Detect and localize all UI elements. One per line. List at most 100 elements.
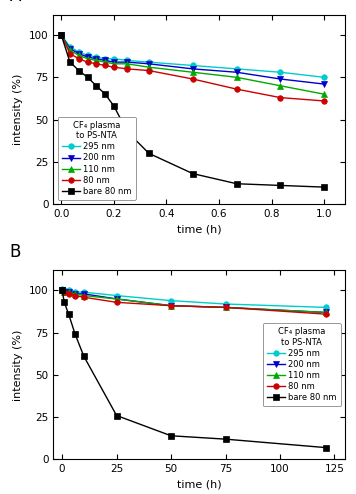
- 295 nm: [324, 304, 328, 310]
- bare 80 nm: [147, 150, 151, 156]
- X-axis label: time (h): time (h): [177, 480, 222, 490]
- 110 nm: [223, 304, 227, 310]
- 200 nm: [278, 76, 283, 82]
- 110 nm: [114, 296, 119, 302]
- 110 nm: [82, 292, 86, 298]
- Text: B: B: [10, 243, 21, 261]
- bare 80 nm: [235, 181, 239, 187]
- Y-axis label: intensity (%): intensity (%): [14, 74, 23, 145]
- 295 nm: [85, 52, 90, 58]
- 110 nm: [278, 83, 283, 89]
- 295 nm: [114, 292, 119, 298]
- Line: 295 nm: 295 nm: [59, 286, 329, 310]
- 110 nm: [68, 47, 72, 53]
- 110 nm: [169, 303, 173, 309]
- 200 nm: [59, 32, 63, 38]
- 200 nm: [324, 310, 328, 316]
- bare 80 nm: [112, 103, 116, 109]
- 80 nm: [77, 56, 81, 62]
- 110 nm: [324, 310, 328, 316]
- 80 nm: [125, 66, 129, 72]
- 110 nm: [77, 52, 81, 58]
- 295 nm: [169, 298, 173, 304]
- 200 nm: [322, 81, 326, 87]
- 80 nm: [67, 291, 71, 297]
- bare 80 nm: [94, 83, 98, 89]
- 80 nm: [324, 311, 328, 317]
- 200 nm: [68, 45, 72, 51]
- 295 nm: [94, 54, 98, 60]
- Line: 80 nm: 80 nm: [58, 32, 327, 104]
- 295 nm: [322, 75, 326, 81]
- 200 nm: [169, 303, 173, 309]
- Line: 80 nm: 80 nm: [59, 288, 329, 317]
- 200 nm: [114, 296, 119, 302]
- 295 nm: [235, 66, 239, 72]
- 110 nm: [60, 288, 64, 293]
- 80 nm: [73, 292, 77, 298]
- 200 nm: [103, 57, 108, 63]
- 295 nm: [112, 56, 116, 62]
- bare 80 nm: [82, 353, 86, 359]
- 80 nm: [60, 288, 64, 293]
- 295 nm: [191, 63, 195, 69]
- 200 nm: [125, 59, 129, 65]
- 110 nm: [62, 289, 67, 295]
- 295 nm: [68, 44, 72, 50]
- 200 nm: [191, 66, 195, 72]
- bare 80 nm: [77, 68, 81, 74]
- 110 nm: [94, 57, 98, 63]
- bare 80 nm: [125, 128, 129, 134]
- 295 nm: [125, 57, 129, 63]
- 200 nm: [112, 59, 116, 65]
- Line: 295 nm: 295 nm: [58, 32, 327, 80]
- Line: 200 nm: 200 nm: [58, 32, 327, 87]
- 200 nm: [82, 291, 86, 297]
- bare 80 nm: [85, 75, 90, 81]
- bare 80 nm: [60, 288, 64, 293]
- bare 80 nm: [59, 32, 63, 38]
- bare 80 nm: [62, 299, 67, 305]
- 200 nm: [223, 304, 227, 310]
- 110 nm: [59, 32, 63, 38]
- 80 nm: [278, 95, 283, 101]
- 80 nm: [62, 289, 67, 295]
- 80 nm: [235, 86, 239, 92]
- 80 nm: [85, 59, 90, 65]
- 295 nm: [77, 49, 81, 55]
- 295 nm: [73, 289, 77, 295]
- 80 nm: [191, 76, 195, 82]
- bare 80 nm: [191, 170, 195, 176]
- 80 nm: [59, 32, 63, 38]
- Line: 110 nm: 110 nm: [59, 288, 329, 315]
- bare 80 nm: [103, 91, 108, 97]
- Y-axis label: intensity (%): intensity (%): [14, 329, 23, 401]
- 80 nm: [112, 64, 116, 70]
- 200 nm: [67, 289, 71, 295]
- bare 80 nm: [223, 436, 227, 442]
- 110 nm: [191, 69, 195, 75]
- 110 nm: [67, 289, 71, 295]
- 80 nm: [169, 303, 173, 309]
- bare 80 nm: [278, 182, 283, 188]
- 200 nm: [77, 51, 81, 57]
- 295 nm: [278, 69, 283, 75]
- 295 nm: [103, 56, 108, 62]
- 110 nm: [73, 291, 77, 297]
- 110 nm: [103, 59, 108, 65]
- 295 nm: [67, 288, 71, 293]
- 110 nm: [85, 56, 90, 62]
- 295 nm: [62, 288, 67, 293]
- bare 80 nm: [322, 184, 326, 190]
- 110 nm: [125, 61, 129, 67]
- 295 nm: [147, 59, 151, 65]
- bare 80 nm: [68, 59, 72, 65]
- bare 80 nm: [114, 412, 119, 418]
- 80 nm: [94, 61, 98, 67]
- 80 nm: [147, 68, 151, 74]
- 295 nm: [60, 286, 64, 292]
- 80 nm: [223, 304, 227, 310]
- Line: bare 80 nm: bare 80 nm: [58, 32, 327, 190]
- 110 nm: [112, 61, 116, 67]
- 200 nm: [235, 69, 239, 75]
